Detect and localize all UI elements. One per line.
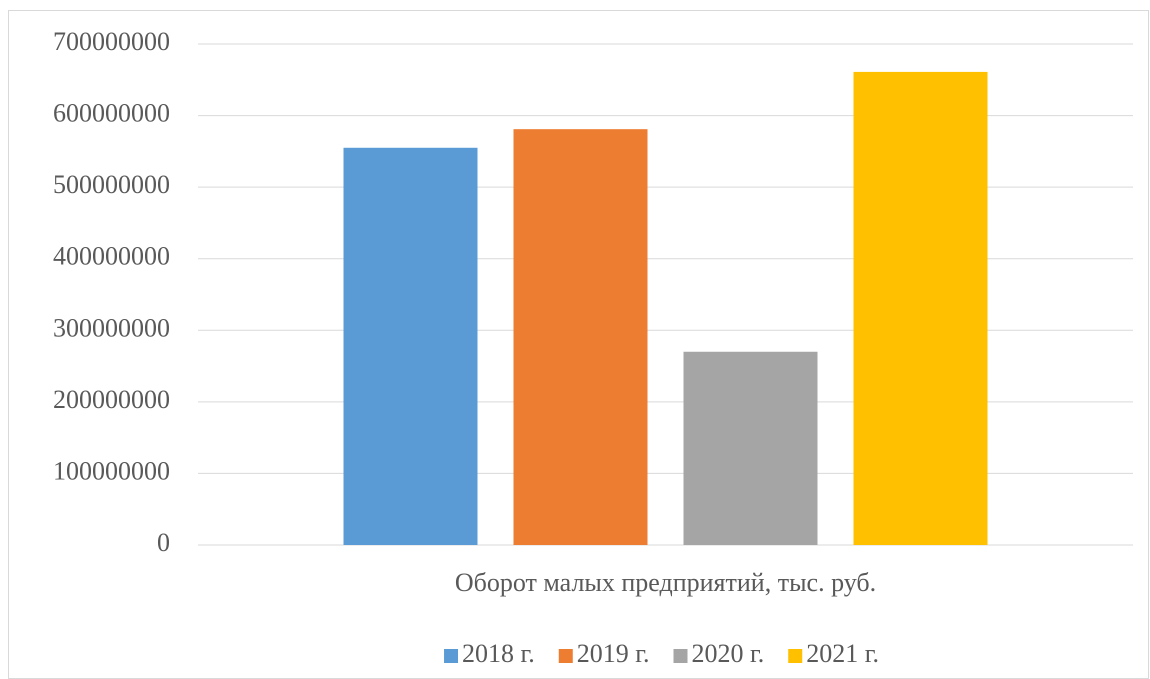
legend-swatch	[444, 649, 459, 663]
legend-swatch	[788, 649, 803, 663]
y-tick-label: 600000000	[53, 99, 170, 128]
y-tick-label: 500000000	[53, 170, 170, 199]
legend-label: 2021 г.	[806, 639, 879, 668]
y-tick-label: 0	[157, 528, 170, 557]
legend-label: 2020 г.	[692, 639, 765, 668]
legend-swatch	[558, 649, 573, 663]
legend-label: 2018 г.	[462, 639, 535, 668]
bar	[853, 71, 988, 546]
y-tick-label: 300000000	[53, 313, 170, 342]
x-tick-label: Оборот малых предприятий, тыс. руб.	[455, 568, 876, 597]
y-tick-label: 200000000	[53, 385, 170, 414]
bar	[683, 351, 818, 545]
legend-label: 2019 г.	[577, 639, 650, 668]
bar	[513, 129, 648, 546]
y-tick-label: 700000000	[53, 27, 170, 56]
legend-swatch	[673, 649, 688, 663]
y-tick-label: 400000000	[53, 242, 170, 271]
bar	[343, 147, 478, 545]
y-tick-label: 100000000	[53, 456, 170, 485]
